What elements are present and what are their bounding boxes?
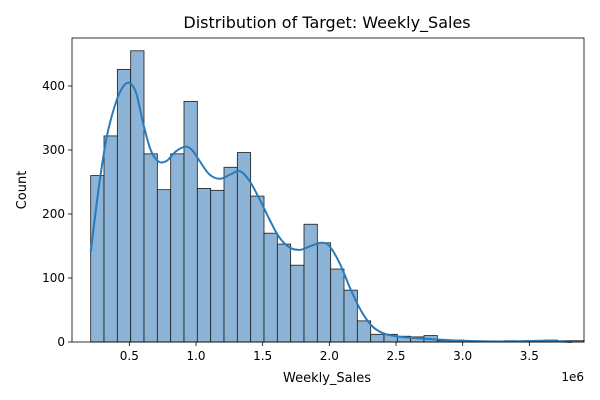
- histogram-bar: [116, 68, 132, 343]
- histogram-bar: [316, 242, 332, 343]
- histogram-bar: [183, 100, 198, 343]
- histogram-bar: [276, 243, 292, 343]
- x-tick-label: 3.5: [520, 349, 539, 363]
- y-tick-label: 300: [42, 143, 65, 157]
- x-tick-label: 3.0: [453, 349, 472, 363]
- histogram-bar: [370, 333, 385, 343]
- histogram-bar: [143, 153, 158, 343]
- x-tick-label: 2.5: [386, 349, 405, 363]
- x-axis-ticks: 0.5 1.0 1.5 2.0 2.5 3.0 3.5: [120, 342, 539, 363]
- x-axis-offset-label: 1e6: [561, 370, 584, 384]
- histogram-bar: [170, 153, 185, 343]
- histogram-bar: [303, 223, 318, 343]
- histogram-bar: [250, 195, 265, 343]
- plot-frame: [71, 37, 585, 343]
- histogram-bar: [196, 187, 212, 343]
- kde-curve: [89, 81, 573, 343]
- histogram-bar: [263, 232, 278, 343]
- x-axis-label: Weekly_Sales: [283, 371, 371, 386]
- y-tick-label: 400: [42, 79, 65, 93]
- y-tick-label: 200: [42, 207, 65, 221]
- x-tick-label: 1.0: [186, 349, 205, 363]
- histogram-bar: [290, 264, 305, 343]
- histogram-bar: [223, 166, 238, 343]
- chart-title: Distribution of Target: Weekly_Sales: [183, 13, 470, 33]
- histogram-bar: [103, 135, 118, 343]
- x-tick-label: 0.5: [120, 349, 139, 363]
- y-axis-ticks: 0 100 200 300 400: [42, 79, 72, 349]
- histogram-bars: [90, 50, 585, 343]
- y-tick-label: 0: [57, 335, 65, 349]
- x-tick-label: 1.5: [253, 349, 272, 363]
- x-tick-label: 2.0: [320, 349, 339, 363]
- histogram-bar: [330, 268, 345, 343]
- y-axis-label: Count: [15, 171, 30, 210]
- y-tick-label: 100: [42, 271, 65, 285]
- histogram-bar: [156, 189, 172, 343]
- histogram-bar: [356, 320, 372, 343]
- histogram-bar: [210, 189, 225, 343]
